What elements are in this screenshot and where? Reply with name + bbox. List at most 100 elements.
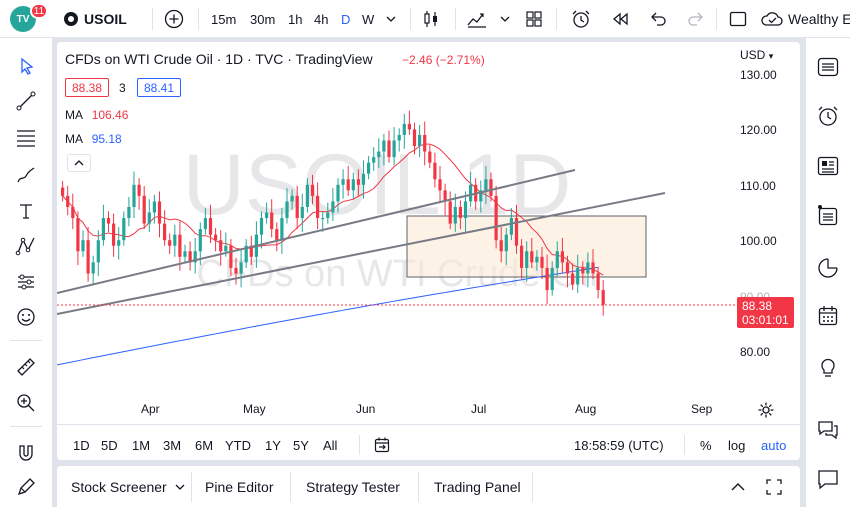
ideas-button[interactable] [815,303,841,329]
candle-body [402,123,406,135]
candle-body [346,179,350,191]
hotlists-button[interactable] [815,203,841,229]
panel-maximize-button[interactable] [765,478,783,501]
layout-button[interactable] [524,9,544,29]
pattern-tool[interactable] [13,233,39,259]
interval-30m[interactable]: 30m [250,11,276,27]
help-button[interactable] [815,354,841,380]
brush-tool[interactable] [13,162,39,188]
layout-save-button[interactable]: Wealthy E [760,9,850,29]
lightbulb-icon [821,358,835,377]
interval-dropdown[interactable] [386,9,396,29]
measure-tool[interactable] [13,354,39,380]
fullscreen-toggle-button[interactable] [728,9,748,29]
redo-button[interactable] [686,9,706,29]
watchlist-button[interactable] [815,54,841,80]
buy-price[interactable]: 88.41 [137,78,181,97]
prediction-tool[interactable] [13,269,39,295]
tab-stock-screener-label: Stock Screener [71,479,167,495]
indicators-button[interactable] [466,9,488,29]
data-window-button[interactable] [815,153,841,179]
range-5d[interactable]: 5D [101,438,118,453]
chart-panel[interactable]: USOIL 1D CFDs on WTI Crude Oil CFDs on W… [57,42,800,460]
candle-body [423,134,427,152]
clock-time[interactable]: 18:58:59 (UTC) [574,438,664,453]
range-3m[interactable]: 3M [163,438,182,453]
zoom-tool[interactable] [13,390,39,416]
candle-body [137,184,141,196]
candle-body [489,179,493,196]
range-1y[interactable]: 1Y [265,438,281,453]
messages-button[interactable] [815,466,841,492]
ma-legend-1[interactable]: MA 106.46 [65,108,128,122]
chats-button[interactable] [815,416,841,442]
range-ytd[interactable]: YTD [225,438,251,453]
indicators-dropdown[interactable] [500,9,510,29]
magnet-tool[interactable] [13,440,39,466]
range-5y[interactable]: 5Y [293,438,309,453]
candle-body [479,190,483,202]
interval-w[interactable]: W [362,11,375,27]
candle-body [438,179,442,191]
candle-body [305,184,309,207]
chart-settings-button[interactable] [757,401,775,424]
range-6m[interactable]: 6M [195,438,214,453]
text-tool[interactable] [13,198,39,224]
y-tick-100: 100.00 [740,234,777,248]
ma-legend-2[interactable]: MA 95.18 [65,132,122,146]
range-all[interactable]: All [323,438,338,453]
chart-type-button[interactable] [421,9,441,29]
candle-body [81,240,85,252]
zoom-in-icon [17,394,35,412]
alerts-button[interactable] [815,103,841,129]
x-tick-aug: Aug [575,402,597,416]
price-chart[interactable]: USOIL 1D CFDs on WTI Crude Oil [57,42,800,460]
ma2-label: MA [65,132,83,146]
replay-button[interactable] [610,9,630,29]
sell-price[interactable]: 88.38 [65,78,109,97]
interval-4h[interactable]: 4h [314,11,329,27]
compare-add-button[interactable] [164,9,184,29]
legend-collapse-button[interactable] [67,154,91,172]
keep-drawing-tool[interactable] [13,474,39,500]
trend-line-tool[interactable] [13,88,39,114]
tab-stock-screener[interactable]: Stock Screener [71,476,185,498]
alarm-clock-icon [572,10,590,28]
symbol-search-button[interactable]: USOIL [64,9,127,29]
percent-scale-toggle[interactable]: % [700,438,712,453]
tab-strategy-tester[interactable]: Strategy Tester [306,479,400,495]
interval-d[interactable]: D [341,11,351,27]
goto-date-button[interactable] [373,436,391,459]
currency-selector[interactable]: USD ▾ [740,48,773,62]
chart-legend-title[interactable]: CFDs on WTI Crude Oil · 1D · TVC · Tradi… [65,51,373,67]
candle-body [458,206,462,219]
interval-15m[interactable]: 15m [211,11,237,27]
ma-line-blue[interactable] [57,266,598,366]
range-1m[interactable]: 1M [132,438,151,453]
candle-body [96,240,100,263]
candle-body [540,256,544,268]
candle-body [168,240,172,246]
trend-line-1[interactable] [57,192,666,315]
trend-line-2[interactable] [57,169,576,294]
candle-body [91,262,95,274]
calendar-button[interactable] [815,255,841,281]
panel-expand-button[interactable] [729,478,747,501]
tab-pine-editor[interactable]: Pine Editor [205,479,274,495]
square-icon [729,11,747,27]
bar-countdown: 03:01:01 [742,313,789,327]
alert-button[interactable] [570,9,592,29]
candle-body [392,140,396,158]
calendar-list-icon [818,205,838,226]
log-scale-toggle[interactable]: log [728,438,746,453]
range-1d[interactable]: 1D [73,438,90,453]
auto-scale-toggle[interactable]: auto [761,438,787,453]
interval-1h[interactable]: 1h [288,11,303,27]
candle-body [71,206,75,219]
icon-tool[interactable] [13,304,39,330]
fib-tool[interactable] [13,125,39,151]
undo-button[interactable] [648,9,668,29]
candle-body [106,218,111,224]
tab-trading-panel[interactable]: Trading Panel [434,479,521,495]
cursor-tool[interactable] [13,53,39,79]
